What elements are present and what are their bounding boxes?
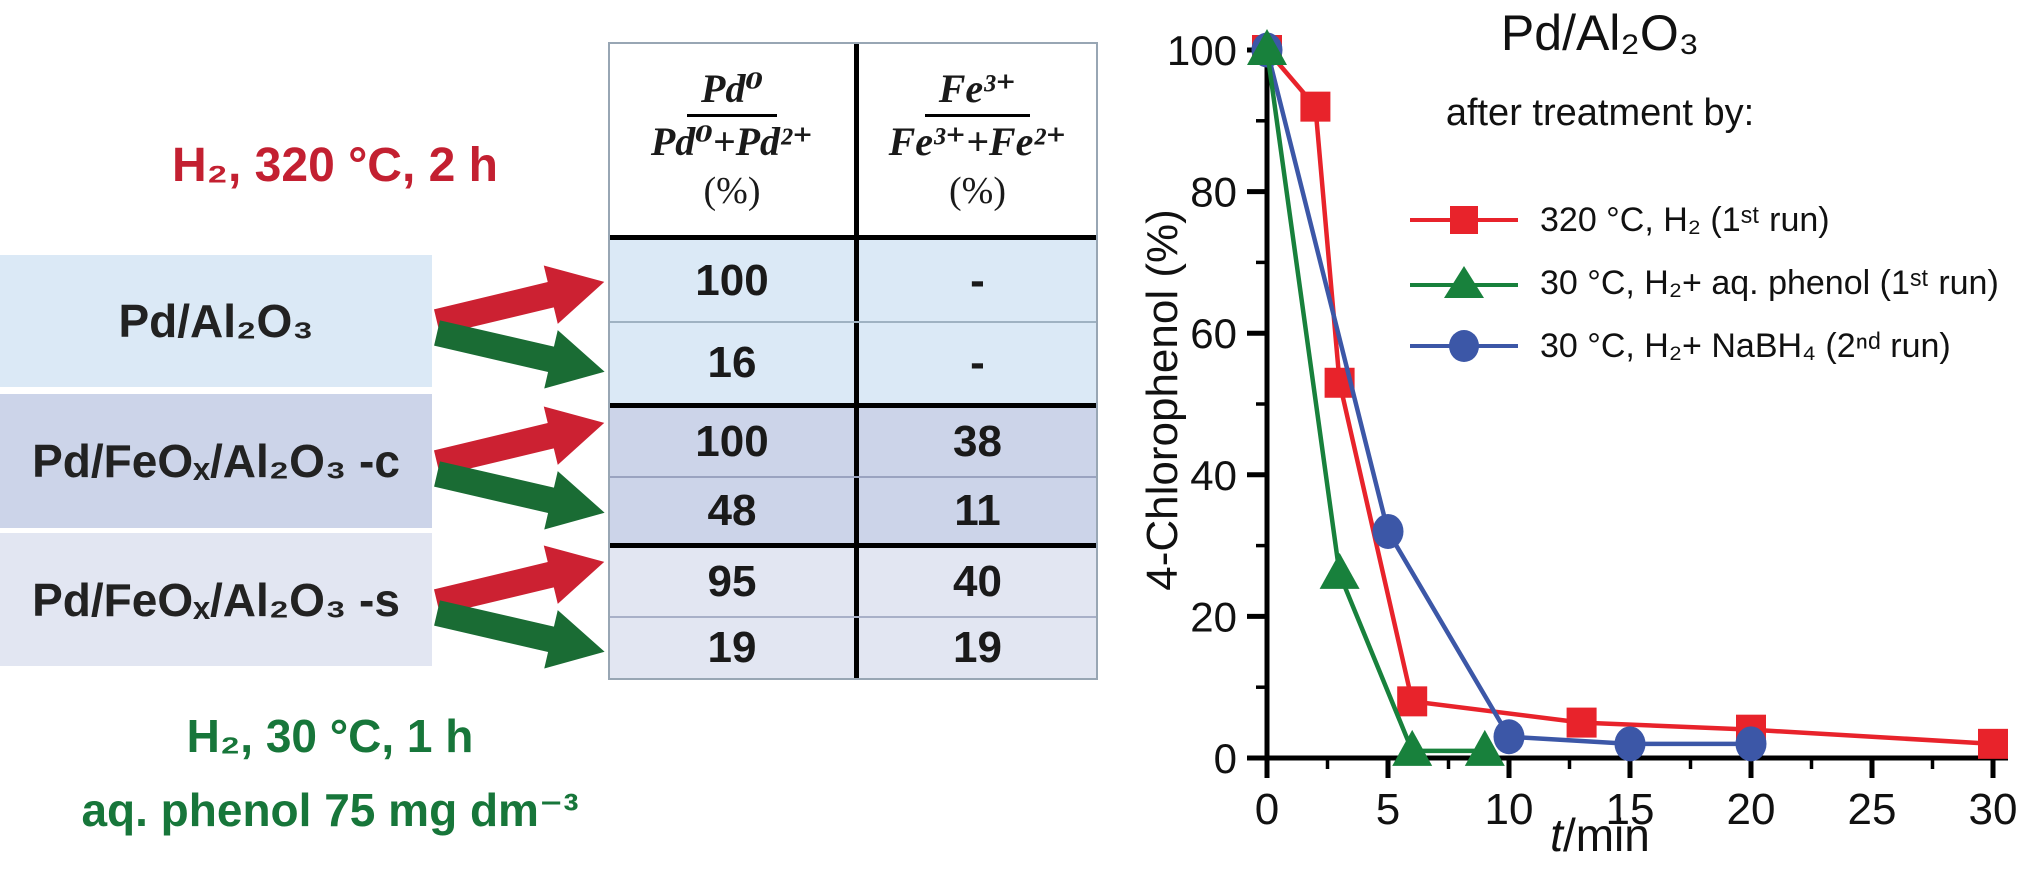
series-square [1252, 35, 2008, 759]
fe-fraction-unit: (%) [949, 170, 1006, 212]
chart-legend: 320 °C, H₂ (1ˢᵗ run) 30 °C, H₂+ aq. phen… [1408, 198, 1999, 387]
y-axis-label: 4-Chlorophenol (%) [1138, 209, 1187, 591]
svg-text:20: 20 [1727, 785, 1776, 834]
pd-value-cell: 95 [707, 557, 757, 606]
table-header-pd-fraction: Pd⁰ Pd⁰+Pd²⁺ (%) [610, 44, 854, 235]
fe-fraction-denominator: Fe³⁺+Fe²⁺ [888, 119, 1067, 164]
pd-value-cell: 16 [707, 338, 757, 387]
arrow-pair-2 [433, 406, 605, 530]
pd-fraction-denominator: Pd⁰+Pd²⁺ [650, 119, 814, 164]
treatment-label-phenol: H₂, 30 °C, 1 h aq. phenol 75 mg dm⁻³ [5, 700, 655, 847]
legend-label: 320 °C, H₂ (1ˢᵗ run) [1540, 200, 1830, 239]
legend-item-30c-phenol: 30 °C, H₂+ aq. phenol (1ˢᵗ run) [1408, 261, 1999, 305]
pd-value-cell: 100 [695, 255, 769, 305]
kinetics-chart: 0 20 40 60 80 100 0 5 10 15 20 25 30 [1167, 27, 2018, 834]
chart-title: Pd/Al₂O₃ [1500, 5, 1700, 61]
arrow-pair-3 [433, 545, 605, 669]
svg-text:100: 100 [1167, 27, 1237, 74]
x-axis-label: t/min [1500, 808, 1700, 862]
red-arrow-icon [433, 265, 605, 335]
series-triangle [1247, 29, 1505, 766]
treatment-green-line2: aq. phenol 75 mg dm⁻³ [81, 783, 579, 836]
table-header-fe-fraction: Fe³⁺ Fe³⁺+Fe²⁺ (%) [854, 44, 1096, 235]
fe-value-cell: 40 [854, 548, 1096, 616]
catalyst-block-pd-feox-al2o3-c: Pd/FeOₓ/Al₂O₃ -c [0, 394, 432, 528]
fe-value-cell: 19 [854, 618, 1096, 678]
green-arrow-icon [434, 461, 605, 530]
pd-value-cell: 19 [707, 623, 757, 672]
svg-text:25: 25 [1848, 785, 1897, 834]
svg-text:10: 10 [1485, 785, 1534, 834]
red-arrow-icon [433, 406, 605, 476]
catalyst-block-pd-al2o3: Pd/Al₂O₃ [0, 255, 432, 387]
table-row: 19 19 [610, 618, 1096, 678]
x-axis-label-rest: /min [1562, 809, 1650, 861]
table-row: 100 38 [610, 408, 1096, 478]
xps-results-table: Pd⁰ Pd⁰+Pd²⁺ (%) Fe³⁺ Fe³⁺+Fe²⁺ (%) 100 … [608, 42, 1098, 680]
pd-fraction-numerator: Pd⁰ [687, 66, 777, 117]
catalyst-label: Pd/Al₂O₃ [118, 295, 314, 347]
svg-text:15: 15 [1606, 785, 1655, 834]
svg-text:5: 5 [1376, 785, 1400, 834]
treatment-label-reduction: H₂, 320 °C, 2 h [172, 139, 498, 192]
red-arrow-icon [433, 545, 605, 615]
green-arrow-icon [434, 600, 605, 669]
axes [1247, 36, 2008, 778]
arrow-pair-1 [433, 265, 605, 389]
pd-fraction-unit: (%) [703, 170, 761, 212]
legend-label: 30 °C, H₂+ aq. phenol (1ˢᵗ run) [1540, 263, 1999, 302]
table-row: 100 - [610, 240, 1096, 323]
fe-value-cell: 38 [854, 408, 1096, 476]
svg-text:40: 40 [1190, 452, 1237, 499]
treatment-arrows [433, 265, 605, 669]
pd-value-cell: 48 [707, 485, 757, 535]
square-marker-icon [1410, 206, 1518, 234]
table-row: 95 40 [610, 548, 1096, 618]
chart-subtitle: after treatment by: [1445, 92, 1755, 134]
svg-text:0: 0 [1255, 785, 1279, 834]
treatment-green-line1: H₂, 30 °C, 1 h [186, 710, 474, 762]
triangle-marker-icon [1410, 266, 1518, 298]
fe-value-cell: 11 [854, 478, 1096, 543]
svg-text:0: 0 [1214, 735, 1237, 782]
fe-fraction-numerator: Fe³⁺ [924, 66, 1031, 117]
circle-marker-icon [1410, 330, 1518, 362]
table-row: 16 - [610, 323, 1096, 408]
pd-value-cell: 100 [695, 417, 769, 466]
svg-text:80: 80 [1190, 169, 1237, 216]
catalyst-label: Pd/FeOₓ/Al₂O₃ -s [32, 573, 400, 626]
svg-text:30: 30 [1969, 785, 2018, 834]
legend-item-30c-nabh4: 30 °C, H₂+ NaBH₄ (2ⁿᵈ run) [1408, 324, 1999, 368]
svg-text:20: 20 [1190, 593, 1237, 640]
green-arrow-icon [434, 320, 605, 389]
legend-label: 30 °C, H₂+ NaBH₄ (2ⁿᵈ run) [1540, 326, 1951, 365]
x-axis-label-italic: t [1550, 809, 1563, 861]
catalyst-block-pd-feox-al2o3-s: Pd/FeOₓ/Al₂O₃ -s [0, 533, 432, 666]
legend-item-320c-h2: 320 °C, H₂ (1ˢᵗ run) [1408, 198, 1999, 242]
table-row: 48 11 [610, 478, 1096, 548]
tick-labels: 0 20 40 60 80 100 0 5 10 15 20 25 30 [1167, 27, 2018, 834]
fe-value-cell: - [854, 323, 1096, 403]
table-header-row: Pd⁰ Pd⁰+Pd²⁺ (%) Fe³⁺ Fe³⁺+Fe²⁺ (%) [610, 44, 1096, 240]
catalyst-label: Pd/FeOₓ/Al₂O₃ -c [32, 435, 400, 487]
svg-text:60: 60 [1190, 310, 1237, 357]
fe-value-cell: - [854, 240, 1096, 321]
